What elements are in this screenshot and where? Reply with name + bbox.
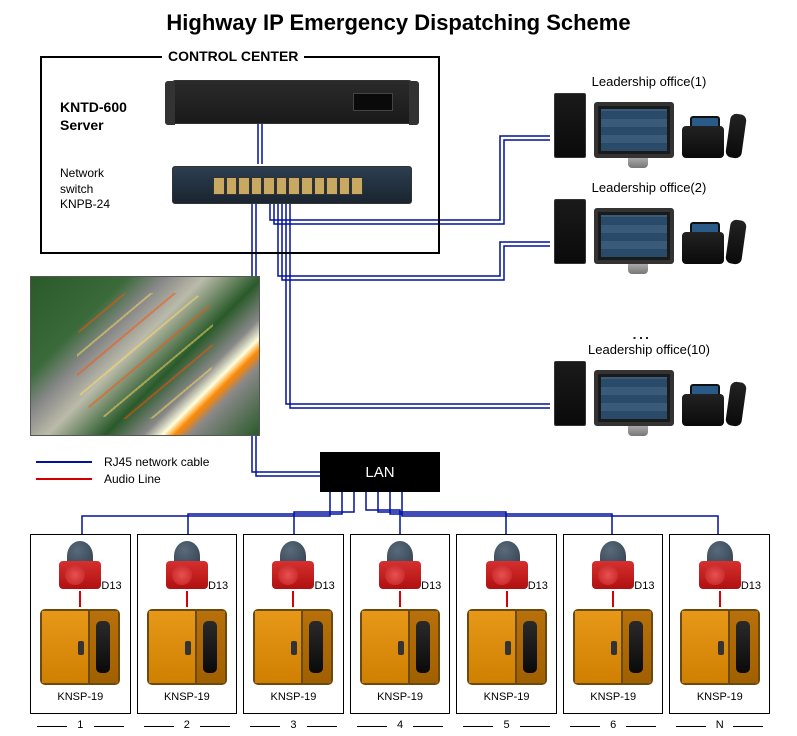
- legend: RJ45 network cable Audio Line: [36, 452, 209, 489]
- legend-rj45-label: RJ45 network cable: [104, 455, 209, 469]
- leadership-office: Leadership office(10): [529, 342, 769, 437]
- siren-model-label: D13: [315, 580, 335, 592]
- diagram-canvas: CONTROL CENTER KNTD-600Server Networkswi…: [0, 44, 797, 732]
- leadership-office: Leadership office(1): [529, 74, 769, 169]
- office-label: Leadership office(1): [529, 74, 769, 89]
- terminal-unit: D13 KNSP-19 4: [350, 534, 451, 714]
- audio-line-icon: [79, 591, 81, 607]
- audio-line-icon: [719, 591, 721, 607]
- siren-model-label: D13: [101, 580, 121, 592]
- terminal-model-label: KNSP-19: [570, 691, 657, 703]
- leadership-office: Leadership office(2): [529, 180, 769, 275]
- siren-model-label: D13: [421, 580, 441, 592]
- monitor-icon: [594, 102, 674, 158]
- terminal-model-label: KNSP-19: [250, 691, 337, 703]
- emergency-phone-icon: [467, 609, 547, 685]
- terminal-number: 3: [244, 719, 343, 731]
- terminal-unit: D13 KNSP-19 5: [456, 534, 557, 714]
- lan-box: LAN: [320, 452, 440, 492]
- siren-icon: [699, 541, 741, 589]
- siren-model-label: D13: [528, 580, 548, 592]
- highway-image: [30, 276, 260, 436]
- office-label: Leadership office(2): [529, 180, 769, 195]
- terminal-number: N: [670, 719, 769, 731]
- terminal-number: 1: [31, 719, 130, 731]
- switch-label: NetworkswitchKNPB-24: [60, 166, 110, 213]
- terminal-model-label: KNSP-19: [676, 691, 763, 703]
- audio-line-icon: [399, 591, 401, 607]
- network-switch-device: [172, 166, 412, 204]
- siren-model-label: D13: [741, 580, 761, 592]
- ip-phone-icon: [682, 376, 744, 426]
- terminal-unit: D13 KNSP-19 1: [30, 534, 131, 714]
- siren-icon: [592, 541, 634, 589]
- pc-tower-icon: [554, 361, 586, 426]
- control-center-box: CONTROL CENTER KNTD-600Server Networkswi…: [40, 56, 440, 254]
- terminal-model-label: KNSP-19: [37, 691, 124, 703]
- emergency-phone-icon: [680, 609, 760, 685]
- audio-line-icon: [186, 591, 188, 607]
- control-center-title: CONTROL CENTER: [162, 48, 304, 64]
- emergency-phone-icon: [40, 609, 120, 685]
- emergency-phone-icon: [147, 609, 227, 685]
- legend-audio-label: Audio Line: [104, 472, 161, 486]
- diagram-title: Highway IP Emergency Dispatching Scheme: [0, 0, 797, 44]
- monitor-icon: [594, 208, 674, 264]
- siren-icon: [379, 541, 421, 589]
- terminal-unit: D13 KNSP-19 6: [563, 534, 664, 714]
- terminal-number: 4: [351, 719, 450, 731]
- terminals-row: D13 KNSP-19 1 D13 KNSP-19 2 D13 KNSP-19 …: [30, 534, 770, 714]
- terminal-unit: D13 KNSP-19 2: [137, 534, 238, 714]
- siren-icon: [166, 541, 208, 589]
- terminal-number: 5: [457, 719, 556, 731]
- legend-rj45: RJ45 network cable: [36, 455, 209, 469]
- ip-phone-icon: [682, 214, 744, 264]
- emergency-phone-icon: [573, 609, 653, 685]
- emergency-phone-icon: [253, 609, 333, 685]
- legend-audio: Audio Line: [36, 472, 209, 486]
- siren-icon: [59, 541, 101, 589]
- siren-icon: [486, 541, 528, 589]
- siren-icon: [272, 541, 314, 589]
- audio-line-icon: [612, 591, 614, 607]
- audio-line-icon: [506, 591, 508, 607]
- terminal-unit: D13 KNSP-19 3: [243, 534, 344, 714]
- terminal-number: 6: [564, 719, 663, 731]
- audio-line-icon: [292, 591, 294, 607]
- monitor-icon: [594, 370, 674, 426]
- ip-phone-icon: [682, 108, 744, 158]
- terminal-model-label: KNSP-19: [144, 691, 231, 703]
- emergency-phone-icon: [360, 609, 440, 685]
- server-device: [172, 80, 412, 124]
- siren-model-label: D13: [634, 580, 654, 592]
- pc-tower-icon: [554, 199, 586, 264]
- terminal-number: 2: [138, 719, 237, 731]
- terminal-model-label: KNSP-19: [463, 691, 550, 703]
- pc-tower-icon: [554, 93, 586, 158]
- offices-ellipsis: ⋮: [630, 329, 652, 345]
- siren-model-label: D13: [208, 580, 228, 592]
- terminal-model-label: KNSP-19: [357, 691, 444, 703]
- terminal-unit: D13 KNSP-19 N: [669, 534, 770, 714]
- server-label: KNTD-600Server: [60, 98, 127, 134]
